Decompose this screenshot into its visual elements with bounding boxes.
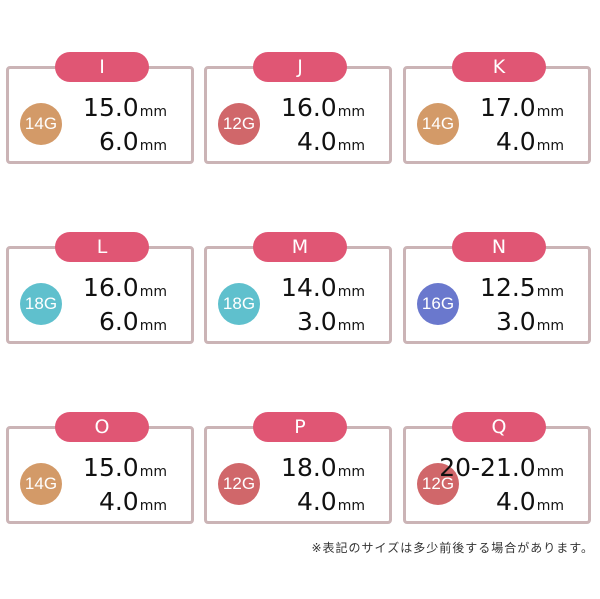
size-card: Q 12G 20-21.0mm 4.0mm: [403, 412, 591, 524]
size-card: I 14G 15.0mm 6.0mm: [6, 52, 194, 164]
diameter-value: 16.0: [281, 93, 337, 122]
dimensions: 16.0mm 6.0mm: [83, 273, 167, 341]
size-card: M 18G 14.0mm 3.0mm: [204, 232, 392, 344]
diameter-value: 12.5: [480, 273, 536, 302]
unit: mm: [139, 498, 167, 514]
diameter-value: 20-21.0: [439, 453, 536, 482]
gauge-badge: 16G: [417, 283, 459, 325]
width-value: 4.0: [495, 127, 536, 156]
diameter-value: 15.0: [83, 93, 139, 122]
unit: mm: [337, 138, 365, 154]
gauge-badge: 14G: [417, 103, 459, 145]
gauge-badge: 14G: [20, 103, 62, 145]
dimensions: 20-21.0mm 4.0mm: [439, 453, 564, 521]
width-value: 4.0: [98, 487, 139, 516]
size-label: M: [253, 232, 347, 262]
unit: mm: [139, 318, 167, 334]
size-label: K: [452, 52, 546, 82]
unit: mm: [536, 138, 564, 154]
size-card: K 14G 17.0mm 4.0mm: [403, 52, 591, 164]
unit: mm: [337, 498, 365, 514]
dimensions: 15.0mm 6.0mm: [83, 93, 167, 161]
size-label: I: [55, 52, 149, 82]
diameter-value: 17.0: [480, 93, 536, 122]
width-value: 6.0: [98, 307, 139, 336]
dimensions: 12.5mm 3.0mm: [480, 273, 564, 341]
diameter-value: 16.0: [83, 273, 139, 302]
width-value: 4.0: [296, 127, 337, 156]
size-label: L: [55, 232, 149, 262]
unit: mm: [337, 284, 365, 300]
width-value: 6.0: [98, 127, 139, 156]
width-value: 3.0: [495, 307, 536, 336]
dimensions: 18.0mm 4.0mm: [281, 453, 365, 521]
size-label: J: [253, 52, 347, 82]
size-label: O: [55, 412, 149, 442]
unit: mm: [536, 284, 564, 300]
gauge-badge: 18G: [218, 283, 260, 325]
size-card: O 14G 15.0mm 4.0mm: [6, 412, 194, 524]
size-label: N: [452, 232, 546, 262]
size-card: J 12G 16.0mm 4.0mm: [204, 52, 392, 164]
size-note: ※表記のサイズは多少前後する場合があります。: [311, 541, 594, 555]
gauge-badge: 12G: [218, 103, 260, 145]
gauge-badge: 18G: [20, 283, 62, 325]
unit: mm: [139, 464, 167, 480]
gauge-badge: 14G: [20, 463, 62, 505]
unit: mm: [536, 498, 564, 514]
gauge-badge: 12G: [218, 463, 260, 505]
size-card: P 12G 18.0mm 4.0mm: [204, 412, 392, 524]
unit: mm: [337, 104, 365, 120]
size-label: Q: [452, 412, 546, 442]
dimensions: 14.0mm 3.0mm: [281, 273, 365, 341]
width-value: 4.0: [495, 487, 536, 516]
dimensions: 17.0mm 4.0mm: [480, 93, 564, 161]
unit: mm: [139, 104, 167, 120]
unit: mm: [337, 318, 365, 334]
dimensions: 16.0mm 4.0mm: [281, 93, 365, 161]
unit: mm: [337, 464, 365, 480]
unit: mm: [536, 104, 564, 120]
unit: mm: [536, 464, 564, 480]
diameter-value: 15.0: [83, 453, 139, 482]
diameter-value: 18.0: [281, 453, 337, 482]
unit: mm: [536, 318, 564, 334]
width-value: 4.0: [296, 487, 337, 516]
width-value: 3.0: [296, 307, 337, 336]
gauge-badge: 12G: [417, 463, 459, 505]
diameter-value: 14.0: [281, 273, 337, 302]
dimensions: 15.0mm 4.0mm: [83, 453, 167, 521]
size-card: L 18G 16.0mm 6.0mm: [6, 232, 194, 344]
unit: mm: [139, 138, 167, 154]
unit: mm: [139, 284, 167, 300]
size-label: P: [253, 412, 347, 442]
size-card: N 16G 12.5mm 3.0mm: [403, 232, 591, 344]
